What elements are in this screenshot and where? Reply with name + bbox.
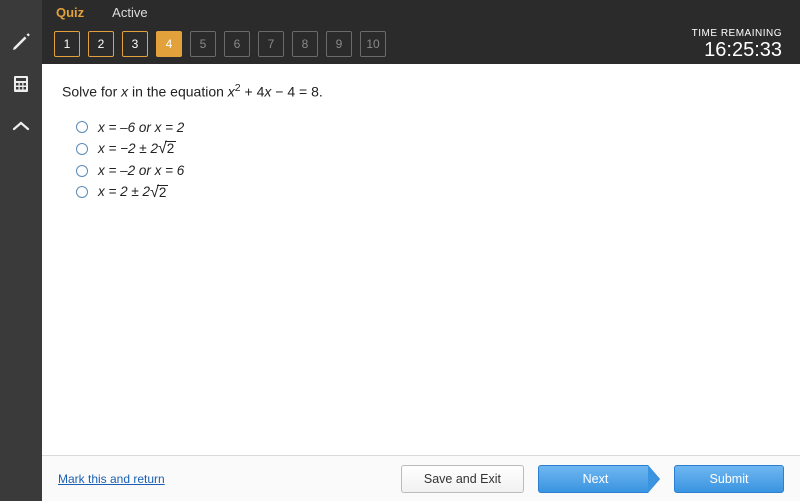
option-b[interactable]: x = −2 ± 2√2 [76, 141, 780, 157]
question-tail: . [319, 84, 323, 100]
question-btn-4[interactable]: 4 [156, 31, 182, 57]
option-b-pre: x = −2 ± 2 [98, 141, 158, 156]
option-c[interactable]: x = –2 or x = 6 [76, 163, 780, 178]
collapse-icon[interactable] [9, 114, 33, 138]
timer: TIME REMAINING 16:25:33 [692, 28, 788, 61]
option-d-pre: x = 2 ± 2 [98, 184, 150, 199]
radio-icon[interactable] [76, 186, 88, 198]
option-a[interactable]: x = –6 or x = 2 [76, 120, 780, 135]
footer-bar: Mark this and return Save and Exit Next … [42, 455, 800, 501]
save-exit-button[interactable]: Save and Exit [401, 465, 524, 493]
mode-tabs: Quiz Active [42, 0, 800, 24]
question-btn-1[interactable]: 1 [54, 31, 80, 57]
eq-rest: − 4 = 8 [271, 84, 318, 100]
mark-return-link[interactable]: Mark this and return [58, 472, 165, 486]
option-c-text: x = –2 or x = 6 [98, 163, 184, 178]
calculator-icon[interactable] [9, 72, 33, 96]
question-btn-6: 6 [224, 31, 250, 57]
tab-quiz[interactable]: Quiz [56, 5, 84, 20]
radio-icon[interactable] [76, 165, 88, 177]
submit-button[interactable]: Submit [674, 465, 784, 493]
question-card: Solve for x in the equation x2 + 4x − 4 … [42, 64, 800, 501]
options-list: x = –6 or x = 2 x = −2 ± 2√2 x = –2 or x… [62, 114, 780, 207]
question-text: Solve for x in the equation x2 + 4x − 4 … [62, 82, 780, 100]
question-mid: in the equation [128, 84, 228, 100]
eq-x1: x [228, 84, 235, 100]
question-btn-9: 9 [326, 31, 352, 57]
option-a-text: x = –6 or x = 2 [98, 120, 184, 135]
question-lead: Solve for [62, 84, 121, 100]
option-d-rad: 2 [157, 185, 169, 201]
question-btn-2[interactable]: 2 [88, 31, 114, 57]
question-btn-8: 8 [292, 31, 318, 57]
question-btn-3[interactable]: 3 [122, 31, 148, 57]
timer-label: TIME REMAINING [692, 28, 782, 39]
question-btn-5: 5 [190, 31, 216, 57]
tab-active-state: Active [112, 5, 147, 20]
question-btn-7: 7 [258, 31, 284, 57]
timer-value: 16:25:33 [692, 39, 782, 61]
radio-icon[interactable] [76, 121, 88, 133]
pencil-icon[interactable] [9, 30, 33, 54]
main-area: Quiz Active 12345678910 TIME REMAINING 1… [42, 0, 800, 501]
radio-icon[interactable] [76, 143, 88, 155]
option-d[interactable]: x = 2 ± 2√2 [76, 184, 780, 200]
tool-rail [0, 0, 42, 501]
option-b-rad: 2 [165, 141, 177, 157]
question-btn-10: 10 [360, 31, 386, 57]
question-nav: 123456789 10 TIME REMAINING 16:25:33 [42, 24, 800, 64]
next-button[interactable]: Next [538, 465, 648, 493]
eq-c: + 4 [241, 84, 265, 100]
sqrt-icon: √2 [150, 185, 168, 201]
sqrt-icon: √2 [158, 141, 176, 157]
